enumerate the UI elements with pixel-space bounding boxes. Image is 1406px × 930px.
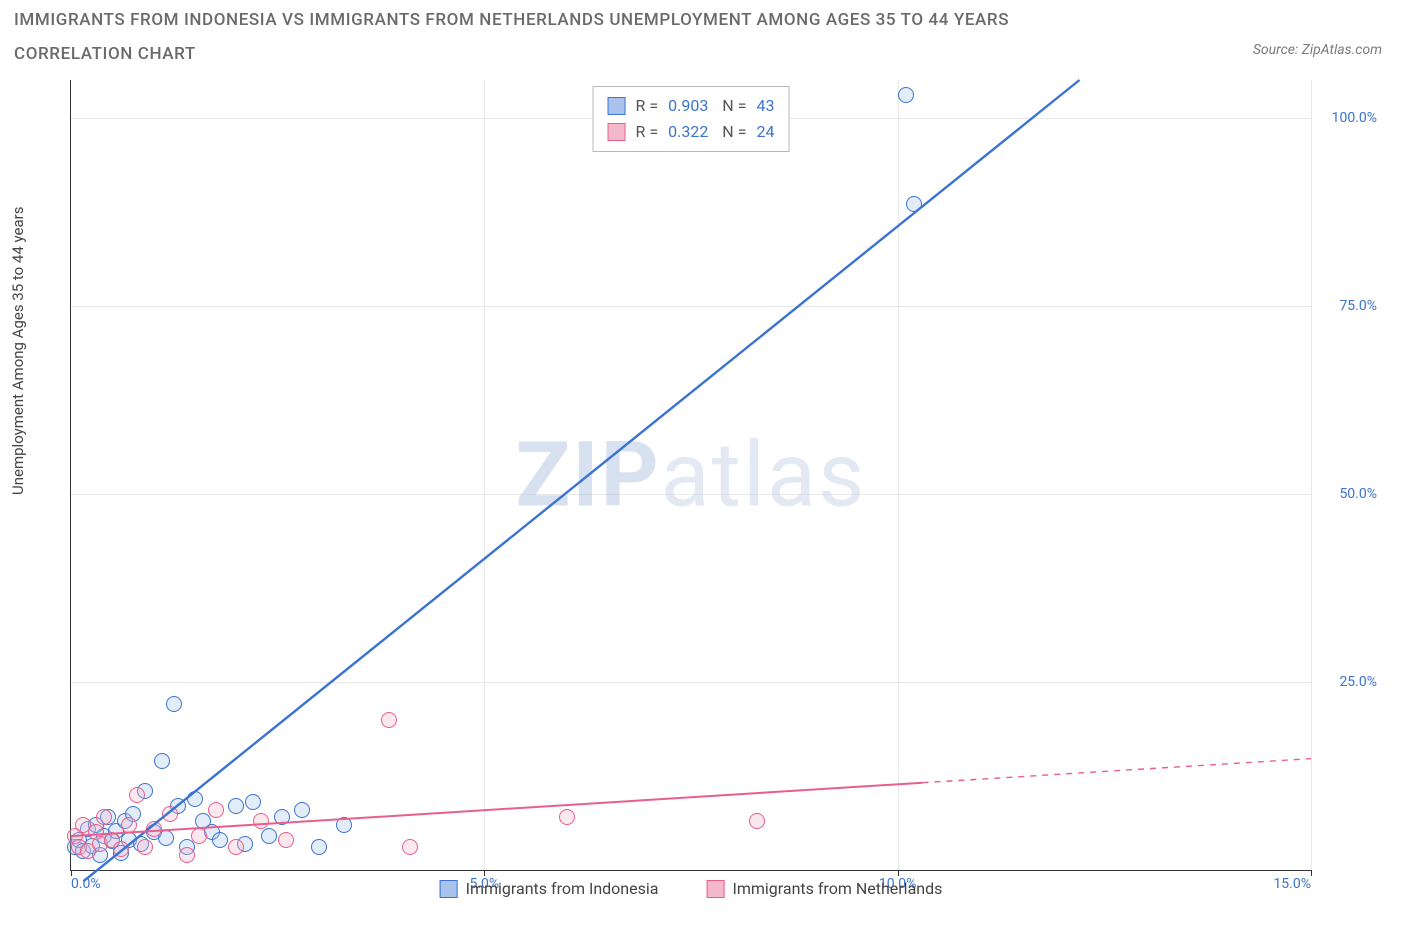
legend-swatch-netherlands (608, 123, 626, 141)
r-value-indonesia: 0.903 (668, 93, 708, 119)
y-tick-label: 25.0% (1339, 674, 1377, 690)
regression-line-indonesia (83, 80, 1079, 881)
series-legend-item-indonesia: Immigrants from Indonesia (440, 879, 659, 898)
correlation-legend-row-2: R = 0.322 N = 24 (608, 119, 775, 145)
series-legend: Immigrants from Indonesia Immigrants fro… (440, 879, 943, 898)
chart-container: Unemployment Among Ages 35 to 44 years Z… (14, 80, 1392, 910)
series-label-indonesia: Immigrants from Indonesia (466, 879, 659, 898)
n-value-indonesia: 43 (756, 93, 774, 119)
y-tick-label: 75.0% (1339, 298, 1377, 314)
series-swatch-netherlands (706, 880, 724, 898)
plot-area: ZIPatlas 0.0%5.0%10.0%15.0%25.0%50.0%75.… (70, 80, 1311, 871)
correlation-legend-row-1: R = 0.903 N = 43 (608, 93, 775, 119)
grid-line-vertical (1311, 80, 1312, 870)
source-attribution: Source: ZipAtlas.com (1253, 42, 1382, 58)
correlation-legend: R = 0.903 N = 43 R = 0.322 N = 24 (593, 86, 790, 152)
y-tick-label: 100.0% (1332, 110, 1377, 126)
series-legend-item-netherlands: Immigrants from Netherlands (706, 879, 942, 898)
x-tick-label: 15.0% (1273, 876, 1311, 892)
y-tick-label: 50.0% (1339, 486, 1377, 502)
y-axis-label: Unemployment Among Ages 35 to 44 years (9, 207, 27, 495)
chart-title-line1: IMMIGRANTS FROM INDONESIA VS IMMIGRANTS … (14, 10, 1009, 30)
legend-swatch-indonesia (608, 97, 626, 115)
regression-line-netherlands-dashed (922, 759, 1311, 783)
r-value-netherlands: 0.322 (668, 119, 708, 145)
n-value-netherlands: 24 (756, 119, 774, 145)
chart-title-line2: CORRELATION CHART (14, 44, 1009, 64)
regression-line-netherlands-solid (71, 783, 922, 836)
series-swatch-indonesia (440, 880, 458, 898)
regression-lines-layer (71, 80, 1311, 870)
chart-title-block: IMMIGRANTS FROM INDONESIA VS IMMIGRANTS … (14, 10, 1009, 78)
series-label-netherlands: Immigrants from Netherlands (732, 879, 942, 898)
